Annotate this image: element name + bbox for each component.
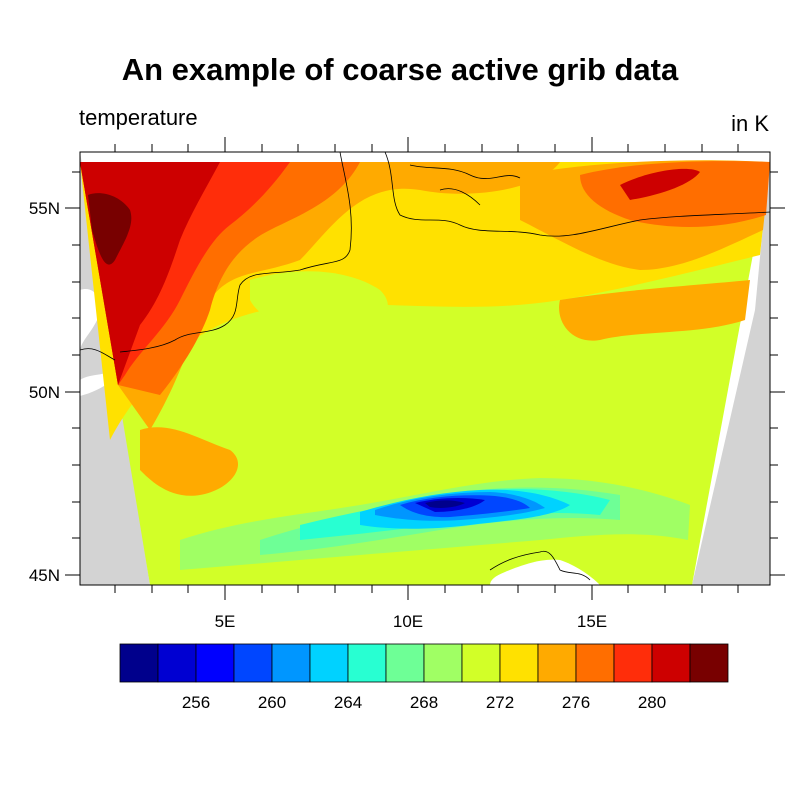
lat-label-55n: 55N xyxy=(29,199,60,218)
colorbar-label-268: 268 xyxy=(410,693,438,712)
colorbar-label-256: 256 xyxy=(182,693,210,712)
land-area-east xyxy=(692,152,770,585)
lat-label-45n: 45N xyxy=(29,566,60,585)
lon-label-5e: 5E xyxy=(215,612,236,631)
lon-label-15e: 15E xyxy=(577,612,607,631)
colorbar-box-13 xyxy=(613,643,653,683)
lat-label-50n: 50N xyxy=(29,383,60,402)
colorbar-labels: 256 260 264 268 272 276 280 xyxy=(182,693,666,712)
left-string: temperature xyxy=(79,105,198,130)
colorbar-box-5 xyxy=(309,643,349,683)
colorbar-label-272: 272 xyxy=(486,693,514,712)
colorbar-box-8 xyxy=(423,643,463,683)
colorbar-label-260: 260 xyxy=(258,693,286,712)
colorbar-box-6 xyxy=(347,643,387,683)
colorbar-box-3 xyxy=(233,643,273,683)
colorbar xyxy=(119,643,729,683)
colorbar-box-2 xyxy=(195,643,235,683)
plot-title: An example of coarse active grib data xyxy=(121,52,679,87)
colorbar-box-11 xyxy=(537,643,577,683)
colorbar-box-4 xyxy=(271,643,311,683)
colorbar-box-7 xyxy=(385,643,425,683)
colorbar-box-9 xyxy=(461,643,501,683)
sea-patch-west xyxy=(80,289,100,350)
colorbar-label-276: 276 xyxy=(562,693,590,712)
lon-label-10e: 10E xyxy=(393,612,423,631)
temperature-field xyxy=(80,160,770,585)
colorbar-box-0 xyxy=(119,643,159,683)
colorbar-label-280: 280 xyxy=(638,693,666,712)
colorbar-box-15 xyxy=(689,643,729,683)
colorbar-box-10 xyxy=(499,643,539,683)
colorbar-box-1 xyxy=(157,643,197,683)
colorbar-box-12 xyxy=(575,643,615,683)
map-frame-border xyxy=(79,151,771,586)
coastlines xyxy=(80,152,770,581)
right-string: in K xyxy=(731,111,769,136)
colorbar-label-264: 264 xyxy=(334,693,362,712)
tick-marks xyxy=(65,137,785,600)
colorbar-box-14 xyxy=(651,643,691,683)
map-contents xyxy=(80,152,770,585)
